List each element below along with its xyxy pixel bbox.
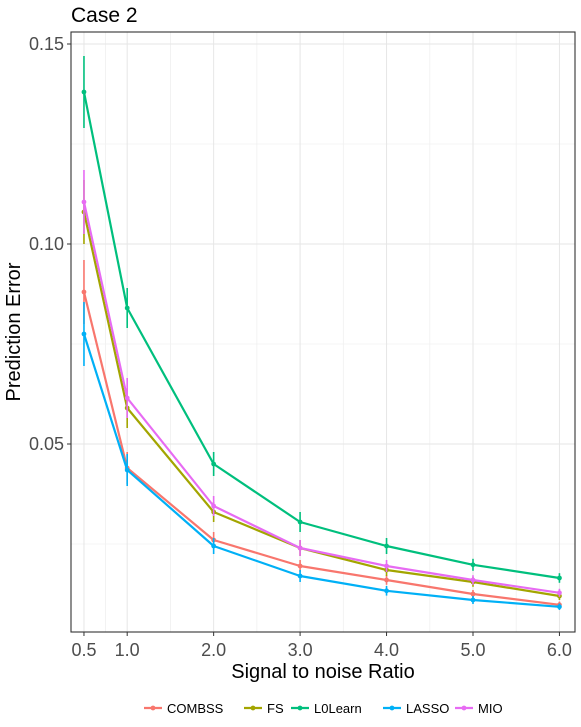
x-tick-label: 4.0 [374, 640, 399, 660]
data-point [470, 562, 476, 568]
x-tick-label: 3.0 [288, 640, 313, 660]
data-point [81, 199, 87, 205]
series-layer [81, 56, 562, 610]
chart-title: Case 2 [71, 4, 138, 27]
x-tick-label: 0.5 [71, 640, 96, 660]
data-point [384, 588, 389, 594]
series-fs [81, 180, 562, 600]
legend-label: COMBSS [167, 701, 224, 716]
series-line [82, 91, 560, 580]
x-tick-label: 2.0 [201, 640, 226, 660]
series-lasso [81, 302, 562, 610]
x-tick-label: 1.0 [115, 640, 140, 660]
legend-marker [461, 705, 467, 711]
y-tick-label: 0.05 [29, 434, 64, 454]
legend-marker [150, 705, 156, 711]
series-line [82, 291, 560, 606]
legend-item: L0Learn [291, 701, 362, 716]
x-tick-label: 5.0 [460, 640, 485, 660]
y-tick-label: 0.15 [29, 34, 64, 54]
data-point [211, 461, 217, 467]
x-tick-label: 6.0 [547, 640, 572, 660]
data-point [384, 543, 389, 549]
data-point [124, 395, 130, 401]
legend-item: COMBSS [144, 701, 224, 716]
data-point [470, 591, 476, 597]
data-point [211, 503, 217, 509]
series-l0learn [81, 56, 562, 583]
legend-label: LASSO [406, 701, 449, 716]
data-point [557, 604, 562, 610]
legend-label: L0Learn [314, 701, 362, 716]
data-point [81, 331, 87, 337]
legend-item: LASSO [383, 701, 449, 716]
legend-label: FS [267, 701, 284, 716]
series-line [82, 201, 560, 594]
legend-marker [389, 705, 395, 711]
data-point [297, 545, 303, 551]
data-point [81, 289, 87, 295]
series-mio [81, 170, 562, 597]
legend-marker [250, 705, 256, 711]
data-point [384, 577, 389, 583]
x-axis-title: Signal to noise Ratio [231, 661, 414, 683]
plot-panel [70, 31, 576, 633]
legend: COMBSS FS L0Learn LASSO MIO [144, 701, 503, 716]
data-point [297, 563, 303, 569]
data-point [384, 563, 389, 569]
axes: 0.05 0.10 0.15 0.5 1.0 2.0 3.0 4.0 5.0 6.0 [29, 34, 572, 660]
series-line [82, 333, 560, 608]
data-point [297, 573, 303, 579]
legend-marker [297, 705, 303, 711]
data-point [297, 519, 303, 525]
data-point [557, 575, 562, 581]
data-point [124, 467, 130, 473]
legend-item: MIO [455, 701, 503, 716]
data-point [557, 590, 562, 596]
data-point [124, 305, 130, 311]
series-combss [81, 260, 562, 608]
y-axis-title: Prediction Error [3, 262, 25, 401]
series-line [82, 211, 560, 598]
data-point [470, 577, 476, 583]
data-point [81, 89, 87, 95]
y-tick-label: 0.10 [29, 234, 64, 254]
grid [71, 32, 575, 632]
legend-label: MIO [478, 701, 503, 716]
data-point [211, 543, 217, 549]
data-point [470, 597, 476, 603]
legend-item: FS [244, 701, 284, 716]
